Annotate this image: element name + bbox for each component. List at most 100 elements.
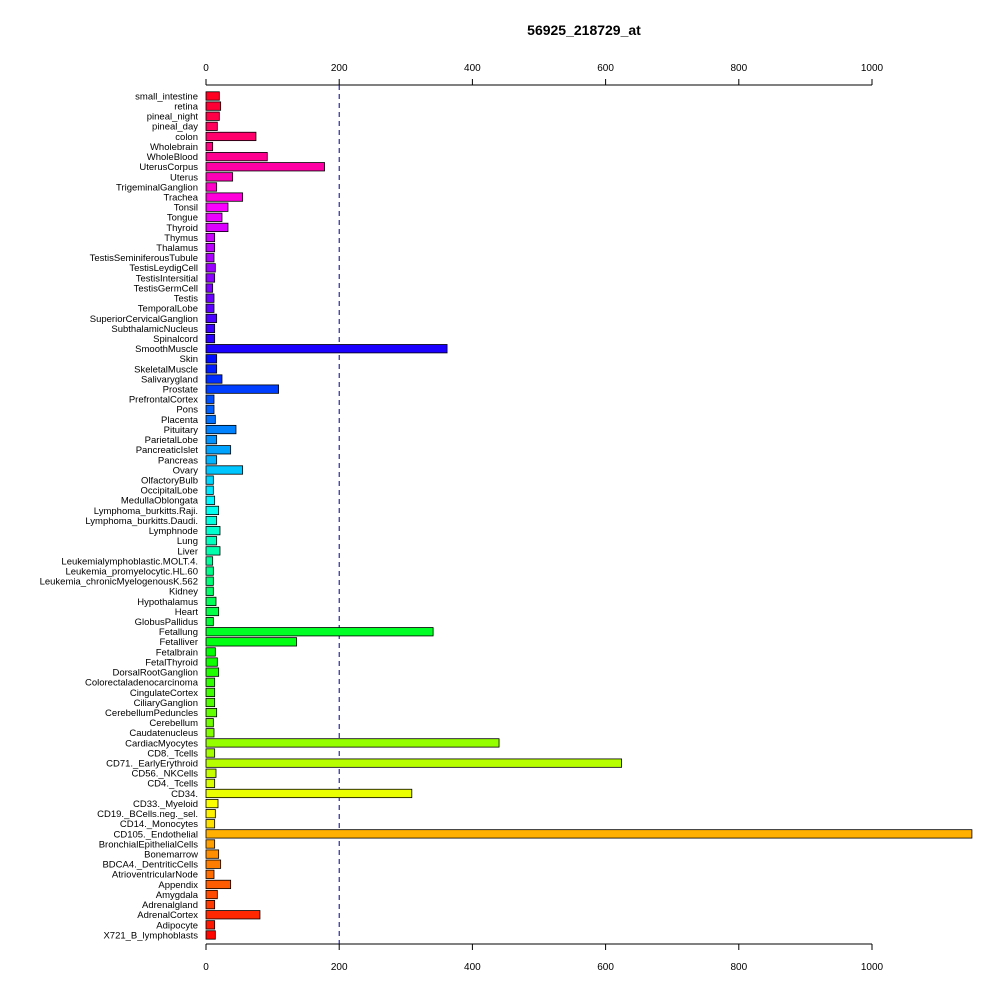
bar — [205, 515, 218, 526]
category-label: DorsalRootGanglion — [112, 668, 198, 679]
category-label: Uterus — [170, 172, 198, 183]
category-label: Prostate — [163, 385, 198, 396]
category-label: pineal_night — [147, 112, 199, 123]
bar — [205, 313, 218, 323]
bar — [205, 172, 234, 182]
category-label: Adrenalgland — [142, 900, 198, 911]
top-axis-tick-label: 800 — [730, 63, 747, 74]
bar — [205, 576, 214, 586]
bar — [205, 505, 220, 516]
category-label: Pancreas — [158, 455, 198, 466]
category-label: TemporalLobe — [138, 304, 198, 315]
bar — [205, 637, 297, 647]
bar — [205, 819, 216, 829]
bar — [205, 889, 218, 900]
bar — [205, 435, 218, 445]
category-label: CD71._EarlyErythroid — [106, 759, 198, 770]
bar — [205, 546, 221, 556]
bar — [205, 687, 216, 697]
bar — [205, 900, 216, 910]
bar — [205, 536, 218, 546]
bottom-axis-tick-label: 200 — [331, 962, 348, 973]
category-label: Pons — [176, 405, 198, 416]
category-label: PancreaticIslet — [136, 445, 199, 456]
category-label: Leukemialymphoblastic.MOLT.4. — [61, 556, 198, 567]
category-label: Pituitary — [164, 425, 199, 436]
category-label: Heart — [175, 607, 199, 618]
bar — [205, 162, 325, 172]
bar — [205, 333, 216, 344]
category-label: CD56._NKCells — [131, 769, 198, 780]
category-label: TestisSeminiferousTubule — [90, 253, 198, 264]
category-label: Thyroid — [166, 223, 198, 234]
bar — [205, 293, 215, 303]
bar — [205, 273, 216, 283]
category-label: PrefrontalCortex — [129, 395, 198, 406]
bar — [205, 303, 215, 313]
bottom-axis-tick-label: 600 — [597, 962, 614, 973]
category-label: Testis — [174, 294, 199, 305]
bar — [205, 788, 413, 799]
category-label: X721_B_lymphoblasts — [103, 930, 198, 941]
category-label: small_intestine — [135, 91, 198, 102]
category-label: Wholebrain — [150, 142, 198, 153]
category-label: CD8._Tcells — [147, 748, 198, 759]
bar — [205, 131, 257, 142]
category-label: pineal_day — [152, 122, 198, 133]
category-label: AdrenalCortex — [137, 910, 198, 921]
bar — [205, 465, 244, 475]
category-label: OlfactoryBulb — [141, 476, 198, 487]
category-label: CD14._Monocytes — [120, 819, 198, 830]
bar — [205, 222, 229, 233]
bar — [205, 758, 622, 768]
bar — [205, 647, 216, 657]
bar — [205, 920, 216, 930]
bar — [205, 192, 244, 202]
bottom-axis-tick-label: 1000 — [861, 962, 884, 973]
bar — [205, 182, 218, 192]
category-label: Lung — [177, 536, 198, 547]
bar — [205, 283, 214, 293]
bar — [205, 384, 279, 394]
bar — [205, 141, 214, 152]
bar — [205, 910, 261, 920]
bar — [205, 718, 214, 728]
bar — [205, 596, 217, 607]
bar — [205, 859, 222, 869]
top-axis-tick-label: 200 — [331, 63, 348, 74]
category-label: Caudatenucleus — [129, 728, 198, 739]
bar — [205, 495, 216, 505]
bottom-axis-tick-label: 0 — [203, 962, 209, 973]
category-label: TestisIntersitial — [136, 273, 198, 284]
top-x-axis: 0 200 400 600 800 1000 — [203, 63, 884, 86]
bar — [205, 930, 216, 940]
chart-title: 56925_218729_at — [527, 22, 641, 38]
bar — [205, 445, 232, 455]
bar — [205, 212, 223, 222]
category-label: UterusCorpus — [139, 162, 198, 173]
category-label: CD34. — [171, 789, 198, 800]
bar — [205, 344, 448, 354]
bottom-x-axis: 0 200 400 600 800 1000 — [203, 943, 884, 973]
bar — [205, 404, 215, 414]
bar — [205, 738, 500, 748]
category-label: CerebellumPeduncles — [105, 708, 198, 719]
category-label: CD33._Myeloid — [133, 799, 198, 810]
bar — [205, 697, 216, 708]
category-label: Fetalbrain — [156, 647, 198, 658]
category-label: Cerebellum — [149, 718, 198, 729]
category-label: Leukemia_chronicMyelogenousK.562 — [40, 577, 198, 588]
bar — [205, 627, 434, 637]
category-label: WholeBlood — [147, 152, 198, 163]
category-label: Bonemarrow — [144, 850, 198, 861]
category-label: AtrioventricularNode — [112, 870, 198, 881]
bottom-axis-tick-label: 800 — [730, 962, 747, 973]
bar — [205, 849, 220, 859]
category-label: Thalamus — [156, 243, 198, 254]
bottom-axis-tick-label: 400 — [464, 962, 481, 973]
category-label: MedullaOblongata — [121, 496, 199, 507]
bar — [205, 657, 218, 667]
bar — [205, 263, 216, 273]
bar — [205, 253, 215, 263]
